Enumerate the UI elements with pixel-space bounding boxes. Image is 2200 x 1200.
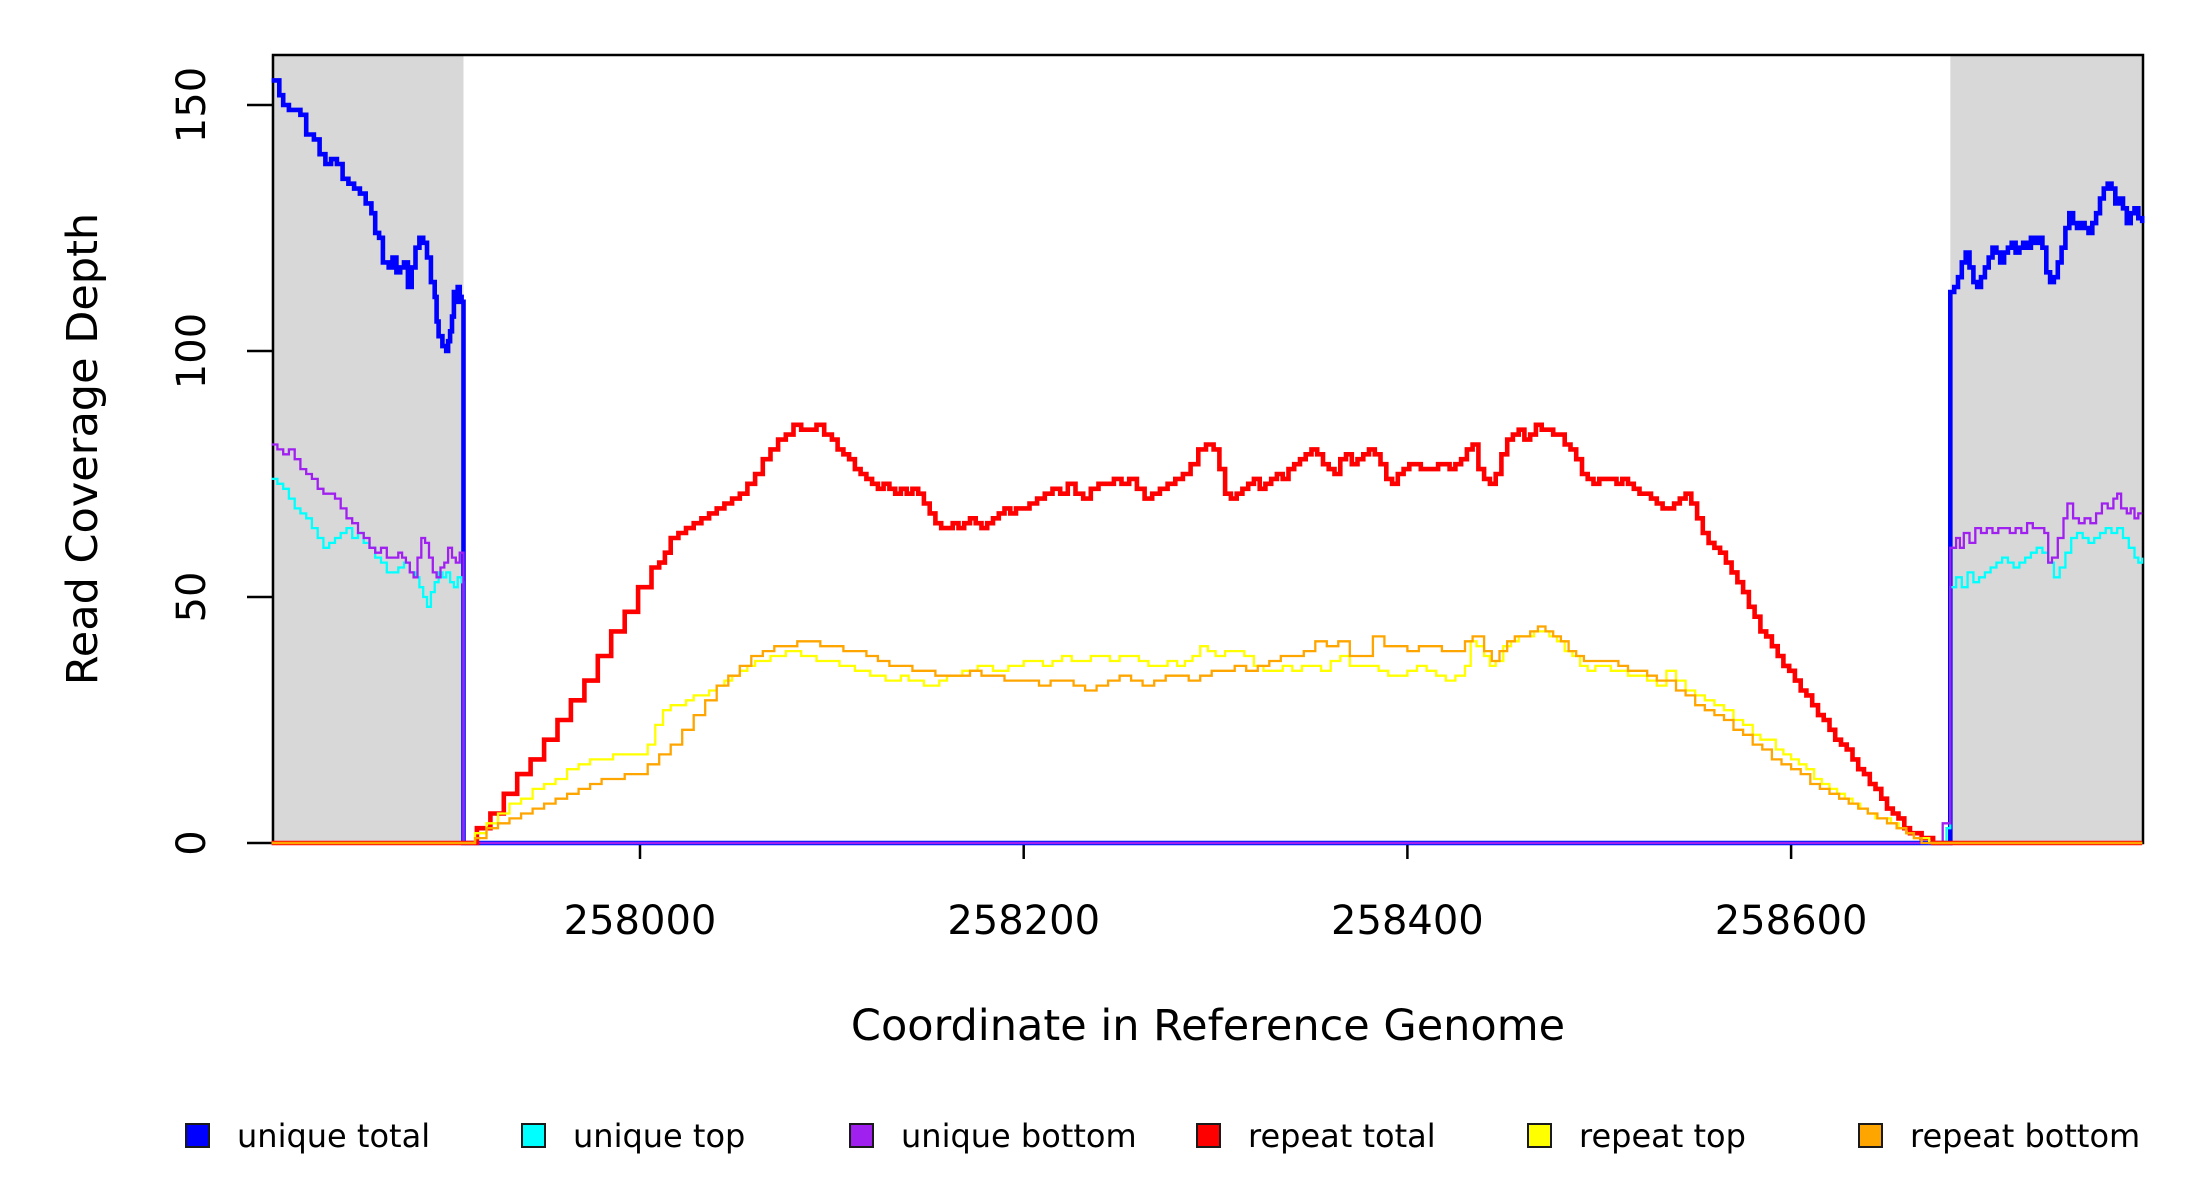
- shaded-region: [1950, 55, 2143, 843]
- y-tick-label: 50: [169, 572, 215, 623]
- series-line-repeat-top: [271, 630, 2143, 845]
- y-tick-label: 100: [169, 313, 215, 389]
- y-tick-label: 150: [169, 67, 215, 143]
- x-tick-label: 258000: [564, 898, 717, 944]
- x-tick-label: 258600: [1715, 898, 1868, 944]
- legend-label-repeat-bottom: repeat bottom: [1910, 1117, 2140, 1155]
- legend-swatch-repeat-top: [1527, 1123, 1552, 1148]
- legend-label-repeat-total: repeat total: [1248, 1117, 1436, 1155]
- legend-label-repeat-top: repeat top: [1579, 1117, 1746, 1155]
- x-tick-label: 258400: [1331, 898, 1484, 944]
- y-axis: 0 50 100 150: [169, 67, 273, 856]
- x-axis: 258000 258200 258400 258600: [564, 843, 1868, 944]
- legend-label-unique-total: unique total: [237, 1117, 430, 1155]
- legend-swatch-unique-top: [521, 1123, 546, 1148]
- series-lines: [271, 78, 2145, 846]
- x-axis-title: Coordinate in Reference Genome: [851, 1001, 1565, 1051]
- series-line-unique-bottom: [271, 443, 2143, 845]
- legend-label-unique-top: unique top: [573, 1117, 745, 1155]
- shaded-region: [271, 55, 464, 843]
- series-line-repeat-total: [271, 422, 2143, 846]
- legend-swatch-repeat-bottom: [1858, 1123, 1883, 1148]
- series-line-unique-top: [271, 477, 2144, 845]
- legend-label-unique-bottom: unique bottom: [901, 1117, 1137, 1155]
- series-line-unique-total: [271, 78, 2145, 846]
- x-tick-label: 258200: [947, 898, 1100, 944]
- legend-swatch-unique-bottom: [849, 1123, 874, 1148]
- y-axis-title: Read Coverage Depth: [58, 213, 108, 685]
- y-tick-label: 0: [169, 830, 215, 855]
- legend-swatch-unique-total: [185, 1123, 210, 1148]
- legend: unique total unique top unique bottom repea…: [185, 1117, 2140, 1155]
- series-line-repeat-bottom: [271, 625, 2143, 845]
- legend-swatch-repeat-total: [1196, 1123, 1221, 1148]
